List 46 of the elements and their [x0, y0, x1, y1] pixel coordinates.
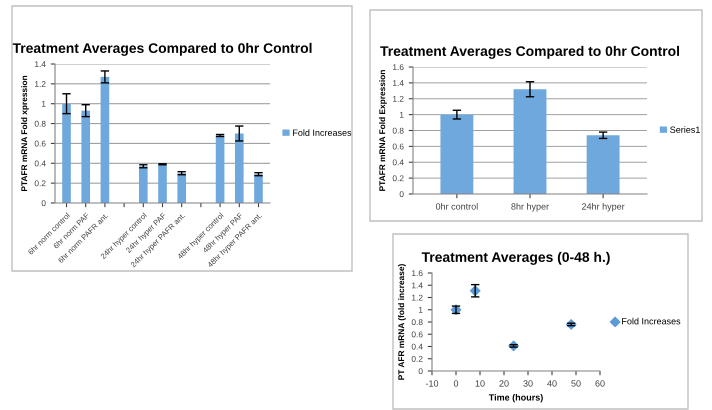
x-tick-label: 40	[547, 380, 557, 387]
y-tick-label: 1	[400, 112, 404, 118]
y-tick-label: 0	[418, 368, 423, 374]
y-tick-label: 1.4	[412, 282, 423, 288]
y-tick-label: 1.2	[393, 96, 404, 102]
x-tick-label: -10	[426, 380, 438, 387]
x-tick-label: 60	[595, 380, 605, 387]
y-tick-label: 1.6	[412, 270, 423, 276]
x-tick-label: 10	[476, 380, 485, 387]
y-tick-label: 1.4	[393, 80, 404, 86]
y-tick-label: 0.2	[34, 180, 46, 186]
x-tick-label: 20	[499, 380, 509, 387]
y-tick-label: 1.2	[35, 81, 46, 87]
x-tick-label: 0hr control	[436, 203, 478, 210]
y-tick-label: 0.8	[392, 128, 404, 134]
y-tick-label: 0	[400, 191, 404, 198]
y-tick-label: 0.2	[412, 356, 423, 362]
y-tick-label: 0.8	[34, 120, 46, 127]
y-tick-label: 1	[42, 101, 46, 107]
y-tick-label: 0.6	[34, 140, 46, 147]
chart-title: Treatment Averages Compared to 0hr Control	[380, 46, 679, 59]
x-tick-label: 0	[454, 380, 458, 387]
x-axis-title: Time (hours)	[488, 394, 543, 402]
y-tick-label: 0.2	[392, 175, 404, 182]
y-tick-label: 1.4	[35, 61, 46, 68]
x-tick-label: 8hr hyper	[511, 203, 549, 212]
chart-title: Treatment Averages Compared to 0hr Control	[12, 42, 312, 56]
legend-label: Fold Increases	[293, 129, 352, 136]
y-tick-label: 0.6	[392, 144, 404, 150]
x-tick-label: 30	[523, 380, 533, 387]
y-axis-title: PTAFR mRNA Fold Expression	[379, 70, 387, 191]
x-tick-label: 24hr hyper	[582, 203, 625, 212]
y-tick-label: 1.6	[393, 64, 404, 70]
x-tick-label: 50	[571, 380, 581, 387]
y-tick-label: 1.2	[412, 294, 423, 301]
chart-title: Treatment Averages (0-48 h.)	[422, 252, 610, 265]
y-tick-label: 0.8	[412, 319, 423, 326]
y-tick-label: 0.4	[392, 159, 404, 166]
legend-label: Fold Increases	[622, 318, 680, 324]
legend-label: Series1	[670, 126, 700, 133]
y-axis-title: PT AFR mRNA (fold increase)	[398, 264, 406, 380]
y-tick-label: 0.4	[34, 160, 46, 166]
y-tick-label: 0.6	[412, 331, 423, 338]
y-tick-label: 1	[418, 307, 423, 313]
y-axis-title: PTAFR mRNA Fold xpression	[21, 76, 29, 192]
y-tick-label: 0.4	[412, 344, 423, 350]
